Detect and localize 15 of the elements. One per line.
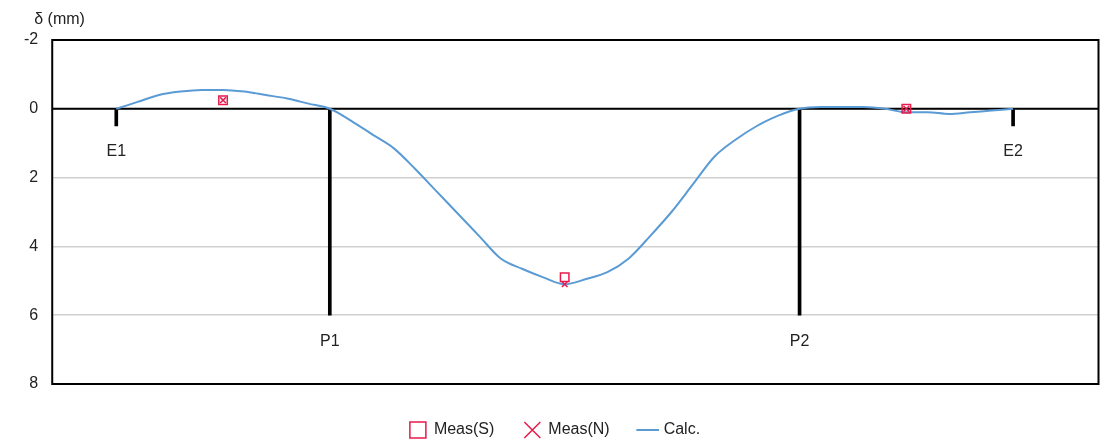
y-tick-label: 0 (29, 99, 39, 117)
y-tick-label: 6 (29, 305, 39, 323)
annotation: P2 (789, 331, 810, 349)
point (559, 272, 570, 283)
y-tick-label: 4 (29, 236, 39, 254)
legend-label: Meas(N) (548, 420, 610, 438)
annotation: P1 (320, 331, 340, 349)
y-tick-label: -2 (23, 30, 39, 48)
y-tick-label: 8 (29, 374, 39, 392)
y-tick-label: 2 (29, 168, 39, 186)
legend-label: Calc. (663, 420, 701, 438)
annotation: E2 (1003, 142, 1023, 160)
y-axis-title: δ (mm) (34, 10, 85, 28)
annotation: E1 (106, 142, 127, 160)
legend-label: Meas(S) (433, 420, 495, 438)
